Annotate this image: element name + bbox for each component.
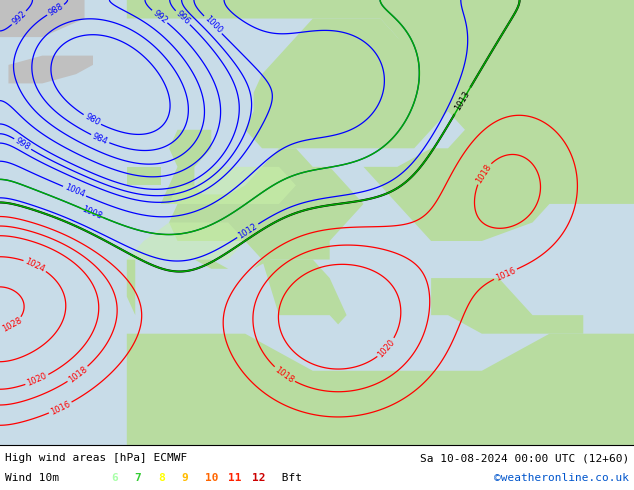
Polygon shape bbox=[127, 0, 634, 241]
Text: 9: 9 bbox=[181, 473, 188, 483]
Polygon shape bbox=[127, 222, 245, 260]
Text: 1004: 1004 bbox=[63, 183, 86, 199]
Polygon shape bbox=[169, 167, 296, 204]
Text: Wind 10m: Wind 10m bbox=[5, 473, 59, 483]
Text: 1018: 1018 bbox=[273, 365, 295, 385]
Text: 998: 998 bbox=[13, 136, 32, 152]
Text: 8: 8 bbox=[158, 473, 165, 483]
Text: 984: 984 bbox=[91, 131, 109, 146]
Text: ©weatheronline.co.uk: ©weatheronline.co.uk bbox=[494, 473, 629, 483]
Text: 1016: 1016 bbox=[49, 399, 72, 416]
Text: 1020: 1020 bbox=[376, 337, 397, 359]
Text: 7: 7 bbox=[134, 473, 141, 483]
Text: 1016: 1016 bbox=[494, 266, 517, 282]
Text: 980: 980 bbox=[83, 112, 101, 127]
Polygon shape bbox=[127, 334, 634, 445]
Text: Bft: Bft bbox=[275, 473, 302, 483]
Polygon shape bbox=[127, 167, 160, 185]
Polygon shape bbox=[262, 260, 347, 324]
Text: Sa 10-08-2024 00:00 UTC (12+60): Sa 10-08-2024 00:00 UTC (12+60) bbox=[420, 453, 629, 463]
Text: 992: 992 bbox=[151, 8, 169, 25]
Text: 1018: 1018 bbox=[474, 162, 493, 185]
Polygon shape bbox=[8, 56, 93, 83]
Polygon shape bbox=[245, 19, 448, 148]
Text: 1013: 1013 bbox=[453, 89, 472, 112]
Text: 1020: 1020 bbox=[25, 371, 48, 388]
Text: 10: 10 bbox=[205, 473, 218, 483]
Text: High wind areas [hPa] ECMWF: High wind areas [hPa] ECMWF bbox=[5, 453, 187, 463]
Text: 988: 988 bbox=[46, 2, 65, 18]
Text: 1028: 1028 bbox=[0, 316, 23, 334]
Text: 6: 6 bbox=[111, 473, 118, 483]
Polygon shape bbox=[431, 278, 583, 334]
Text: 992: 992 bbox=[10, 9, 28, 26]
Text: 996: 996 bbox=[174, 9, 191, 26]
Polygon shape bbox=[0, 0, 84, 37]
Text: 1008: 1008 bbox=[81, 205, 103, 221]
Text: 1018: 1018 bbox=[67, 364, 89, 384]
Text: 12: 12 bbox=[252, 473, 265, 483]
Text: 1012: 1012 bbox=[236, 221, 259, 240]
Polygon shape bbox=[127, 148, 363, 334]
Polygon shape bbox=[160, 130, 228, 204]
Text: 1000: 1000 bbox=[202, 14, 224, 35]
Text: 1024: 1024 bbox=[23, 257, 46, 274]
Text: 11: 11 bbox=[228, 473, 242, 483]
